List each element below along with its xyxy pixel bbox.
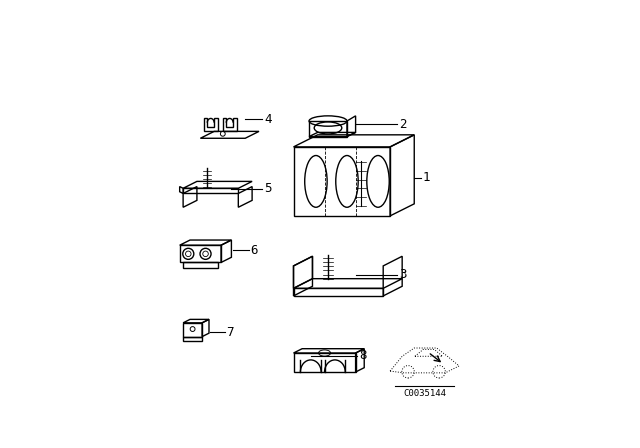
Text: 1: 1 [423,172,430,185]
Text: 3: 3 [399,268,406,281]
Text: C0035144: C0035144 [403,389,446,398]
Text: 2: 2 [399,118,406,131]
Text: 6: 6 [250,244,258,257]
Text: 7: 7 [226,326,234,339]
Text: 8: 8 [359,349,367,362]
Text: 4: 4 [264,113,272,126]
Text: 5: 5 [264,182,272,195]
